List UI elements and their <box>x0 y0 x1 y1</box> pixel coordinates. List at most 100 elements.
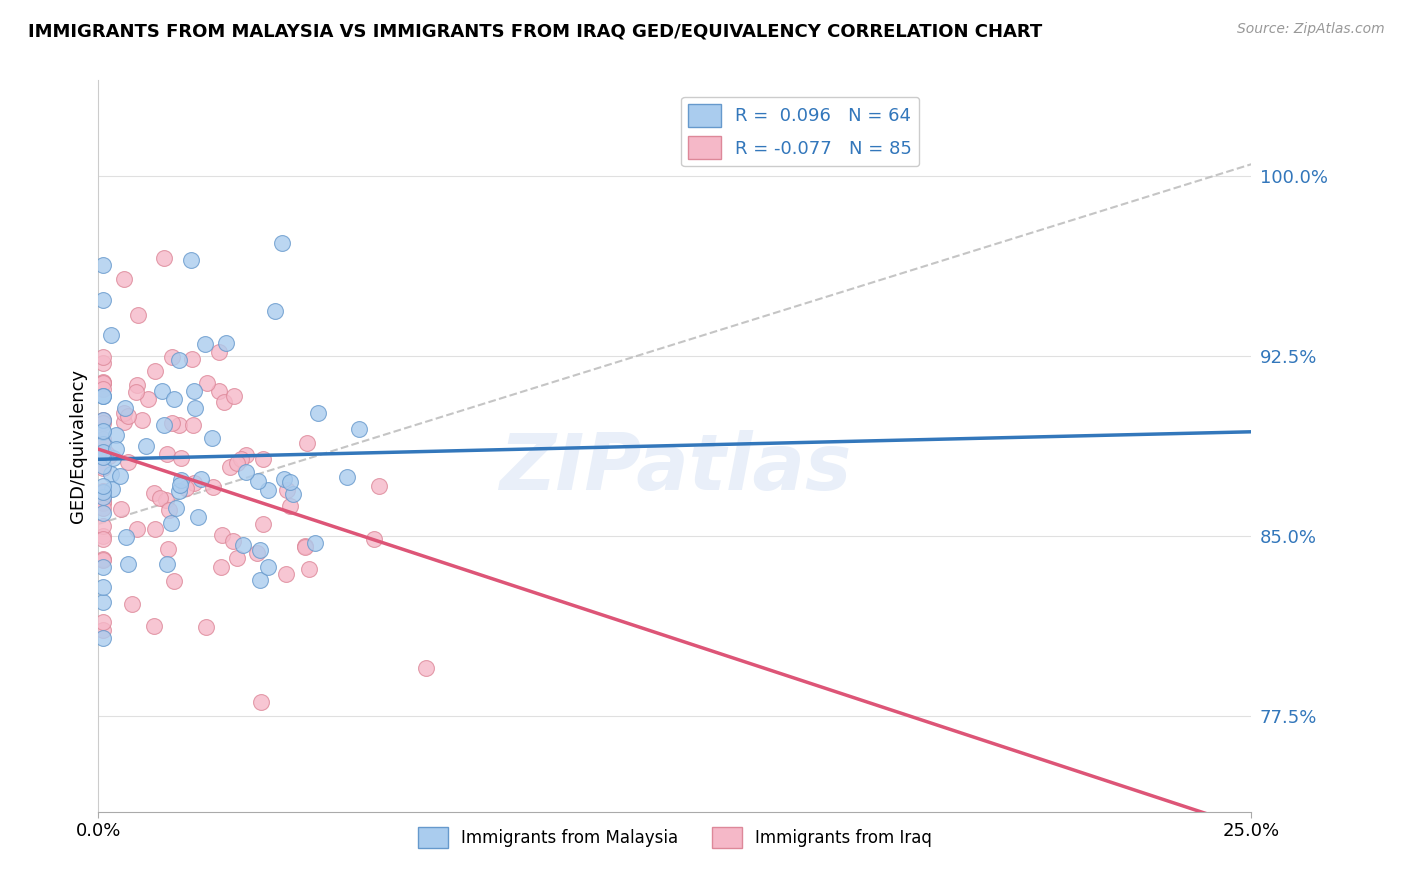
Point <box>91 382 114 396</box>
Point <box>298 562 321 576</box>
Point <box>117 455 139 469</box>
Text: Source: ZipAtlas.com: Source: ZipAtlas.com <box>1237 22 1385 37</box>
Point <box>91 389 114 403</box>
Point <box>91 560 114 574</box>
Point <box>257 559 280 574</box>
Point <box>208 345 231 359</box>
Point <box>125 522 148 536</box>
Point <box>184 401 207 415</box>
Point <box>222 533 245 548</box>
Point <box>114 531 136 545</box>
Point <box>201 481 224 495</box>
Point <box>91 413 114 427</box>
Point <box>121 597 143 611</box>
Point <box>112 407 135 421</box>
Point <box>336 470 359 484</box>
Point <box>91 413 114 427</box>
Point <box>104 428 127 442</box>
Point <box>91 450 114 464</box>
Point <box>91 293 114 307</box>
Point <box>278 475 301 489</box>
Point <box>183 475 205 490</box>
Point <box>100 467 122 481</box>
Point <box>160 416 183 430</box>
Point <box>91 376 114 390</box>
Point <box>91 375 114 389</box>
Point <box>367 479 389 493</box>
Point <box>142 486 165 500</box>
Point <box>194 337 217 351</box>
Point <box>156 558 179 572</box>
Point <box>136 392 159 407</box>
Point <box>271 235 294 250</box>
Point <box>91 437 114 451</box>
Point <box>91 615 114 630</box>
Point <box>125 385 148 400</box>
Point <box>170 473 193 487</box>
Point <box>100 328 122 343</box>
Point <box>249 542 271 557</box>
Point <box>215 336 238 351</box>
Point <box>304 536 326 550</box>
Point <box>246 546 269 560</box>
Point <box>252 517 274 532</box>
Point <box>225 551 247 566</box>
Point <box>91 350 114 364</box>
Point <box>108 469 131 483</box>
Point <box>91 552 114 566</box>
Point <box>155 493 177 508</box>
Point <box>91 529 114 543</box>
Point <box>225 456 247 470</box>
Point <box>170 451 193 466</box>
Point <box>160 516 183 531</box>
Y-axis label: GED/Equivalency: GED/Equivalency <box>69 369 87 523</box>
Point <box>294 540 316 554</box>
Point <box>249 695 271 709</box>
Point <box>167 352 190 367</box>
Point <box>307 406 329 420</box>
Point <box>143 618 166 632</box>
Point <box>165 500 187 515</box>
Point <box>91 479 114 493</box>
Point <box>127 377 149 392</box>
Point <box>208 384 231 399</box>
Point <box>149 491 172 505</box>
Point <box>222 389 245 403</box>
Point <box>201 431 224 445</box>
Point <box>91 356 114 370</box>
Point <box>104 442 127 457</box>
Point <box>347 422 370 436</box>
Point <box>91 424 114 438</box>
Point <box>117 409 139 424</box>
Point <box>183 417 205 432</box>
Point <box>283 487 305 501</box>
Point <box>91 490 114 504</box>
Point <box>235 449 257 463</box>
Point <box>112 415 135 429</box>
Point <box>91 495 114 509</box>
Point <box>91 445 114 459</box>
Point <box>415 660 437 674</box>
Point <box>143 522 166 536</box>
Point <box>91 416 114 430</box>
Point <box>153 418 176 433</box>
Point <box>235 466 257 480</box>
Point <box>183 384 205 398</box>
Point <box>98 450 121 464</box>
Point <box>295 435 318 450</box>
Legend: Immigrants from Malaysia, Immigrants from Iraq: Immigrants from Malaysia, Immigrants fro… <box>411 820 939 855</box>
Point <box>180 253 202 268</box>
Point <box>91 432 114 446</box>
Point <box>100 482 122 496</box>
Point <box>195 376 218 390</box>
Point <box>278 499 301 513</box>
Point <box>91 259 114 273</box>
Point <box>219 459 242 474</box>
Point <box>176 481 198 495</box>
Point <box>187 510 209 524</box>
Point <box>229 451 252 466</box>
Point <box>247 474 270 488</box>
Point <box>91 500 114 515</box>
Point <box>110 501 132 516</box>
Point <box>167 484 190 499</box>
